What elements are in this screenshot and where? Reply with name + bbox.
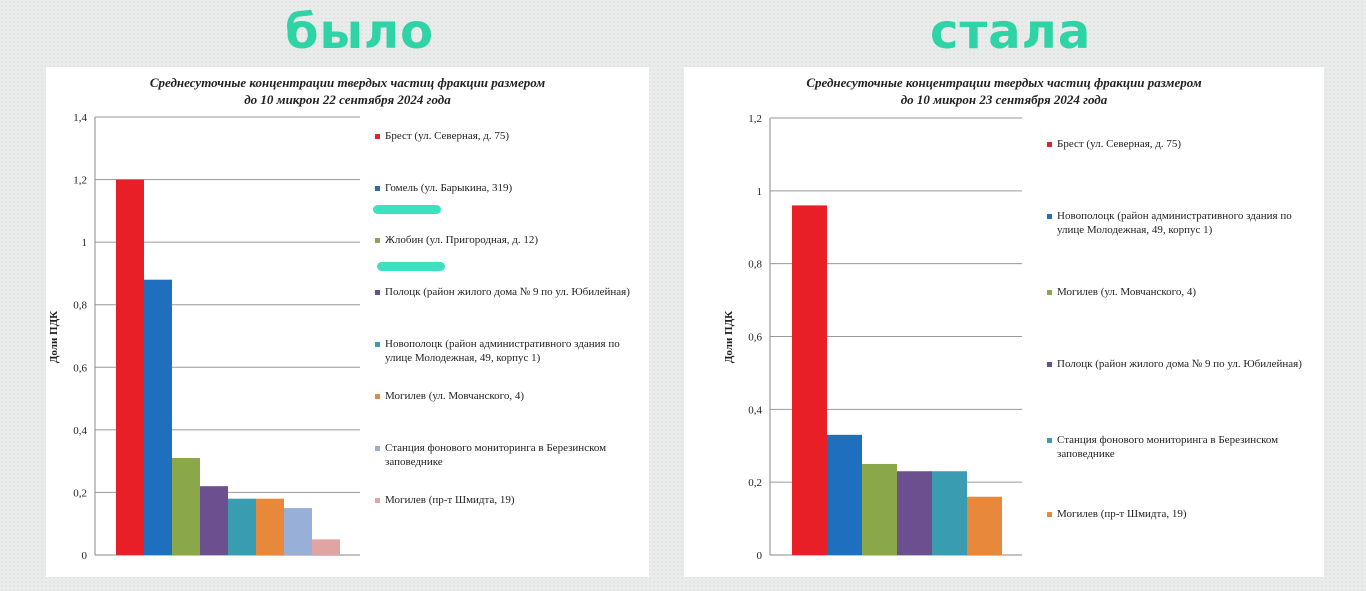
y-tick-label: 1,4 — [73, 112, 87, 124]
legend-swatch — [1047, 290, 1052, 295]
bar — [897, 471, 932, 555]
y-tick-label: 0,4 — [748, 404, 762, 416]
legend-label: Брест (ул. Северная, д. 75) — [1057, 138, 1182, 150]
bar — [228, 498, 256, 555]
legend-swatch — [375, 290, 380, 295]
legend-label: Гомель (ул. Барыкина, 319) — [385, 182, 513, 194]
legend-label: Могилев (ул. Мовчанского, 4) — [385, 390, 525, 402]
headline-before: было — [285, 4, 435, 60]
y-tick-label: 0,6 — [748, 332, 762, 344]
legend-label: Станция фонового мониторинга в Березинск… — [1057, 434, 1279, 460]
y-tick-label: 0 — [757, 550, 763, 562]
bar — [862, 463, 897, 555]
bar — [200, 486, 228, 555]
legend-swatch — [1047, 438, 1052, 443]
y-axis-label: Доли ПДК — [723, 311, 735, 363]
chart-title: Среднесуточные концентрации твердых част… — [684, 74, 1324, 108]
chart-panel-before: Среднесуточные концентрации твердых част… — [46, 67, 649, 577]
bar — [792, 205, 827, 555]
legend-label: Новополоцк (район административного здан… — [1057, 210, 1292, 236]
bar — [172, 458, 200, 555]
legend-swatch — [375, 186, 380, 191]
legend-swatch — [1047, 214, 1052, 219]
bar — [312, 539, 340, 555]
legend-label: Могилев (ул. Мовчанского, 4) — [1057, 286, 1197, 298]
legend-label: Брест (ул. Северная, д. 75) — [385, 130, 510, 142]
legend-swatch — [375, 446, 380, 451]
legend-label: Полоцк (район жилого дома № 9 по ул. Юби… — [385, 286, 630, 298]
bar — [932, 471, 967, 555]
highlight-marker — [373, 205, 441, 214]
legend-label: Могилев (пр-т Шмидта, 19) — [1057, 508, 1187, 520]
bar — [116, 179, 144, 556]
chart-title-line2: до 10 микрон 22 сентября 2024 года — [244, 92, 451, 107]
chart-panel-after: Среднесуточные концентрации твердых част… — [684, 67, 1324, 577]
legend-swatch — [375, 498, 380, 503]
legend-label: Станция фонового мониторинга в Березинск… — [385, 442, 607, 468]
highlight-marker — [377, 262, 445, 271]
bar — [827, 434, 862, 555]
y-tick-label: 1,2 — [73, 175, 87, 187]
y-tick-label: 0,2 — [748, 477, 762, 489]
y-tick-label: 1 — [757, 186, 763, 198]
y-tick-label: 0,4 — [73, 425, 87, 437]
legend-swatch — [1047, 362, 1052, 367]
y-tick-label: 0 — [82, 550, 88, 562]
legend-swatch — [375, 134, 380, 139]
y-axis-label: Доли ПДК — [48, 311, 60, 363]
bar — [256, 498, 284, 555]
y-tick-label: 0,8 — [748, 259, 762, 271]
legend-swatch — [1047, 512, 1052, 517]
bar-chart-before: 0 0,2 0,4 0,6 0,8 1 1,2 1,4 Доли ПДК — [48, 112, 360, 562]
legend-swatch — [375, 342, 380, 347]
chart-title-line2: до 10 микрон 23 сентября 2024 года — [900, 92, 1108, 107]
legend-label: Полоцк (район жилого дома № 9 по ул. Юби… — [1057, 358, 1302, 370]
chart-title-line1: Среднесуточные концентрации твердых част… — [149, 75, 546, 90]
bar — [967, 496, 1002, 555]
bar — [284, 508, 312, 555]
headline-after: стала — [930, 4, 1092, 60]
legend-label: Жлобин (ул. Пригородная, д. 12) — [385, 234, 539, 246]
bar-chart-after: 0 0,2 0,4 0,6 0,8 1 1,2 Доли ПДК — [723, 113, 1022, 562]
chart-title-line1: Среднесуточные концентрации твердых част… — [806, 75, 1202, 90]
y-tick-label: 0,2 — [73, 487, 87, 499]
chart-title: Среднесуточные концентрации твердых част… — [46, 74, 649, 108]
bar — [144, 279, 172, 555]
legend-label: Новополоцк (район административного здан… — [385, 338, 620, 364]
y-tick-label: 1 — [82, 237, 88, 249]
legend-label: Могилев (пр-т Шмидта, 19) — [385, 494, 515, 506]
legend-swatch — [375, 394, 380, 399]
legend-swatch — [1047, 142, 1052, 147]
y-tick-label: 0,6 — [73, 362, 87, 374]
y-tick-label: 1,2 — [748, 113, 762, 125]
y-tick-label: 0,8 — [73, 300, 87, 312]
legend-swatch — [375, 238, 380, 243]
